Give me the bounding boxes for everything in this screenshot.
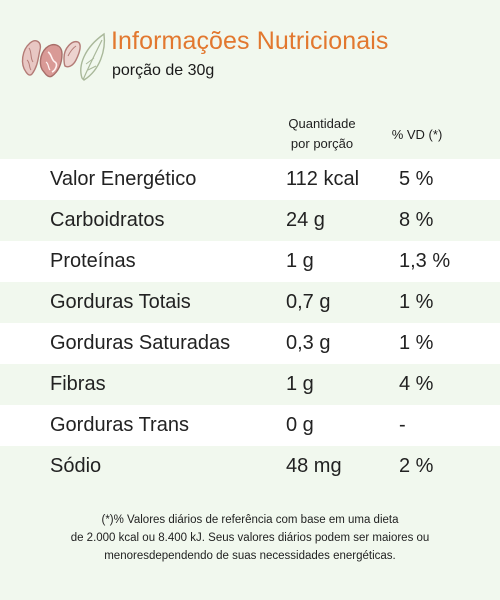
table-row: Sódio 48 mg 2 % <box>0 446 500 487</box>
page-title: Informações Nutricionais <box>111 27 389 55</box>
nutrient-quantity: 0,3 g <box>286 332 331 354</box>
table-row: Carboidratos 24 g 8 % <box>0 200 500 241</box>
table-row: Proteínas 1 g 1,3 % <box>0 241 500 282</box>
footnote: (*)% Valores diários de referência com b… <box>20 511 480 565</box>
table-row: Gorduras Trans 0 g - <box>0 405 500 446</box>
nut-icon <box>21 40 42 76</box>
nutrient-quantity: 24 g <box>286 209 325 231</box>
nutrient-quantity: 1 g <box>286 373 314 395</box>
nutrient-name: Fibras <box>50 373 106 395</box>
column-header-daily-value: % VD (*) <box>391 127 443 142</box>
header: Informações Nutricionais porção de 30g <box>0 0 500 100</box>
nutrient-daily-value: 5 % <box>399 168 434 190</box>
nutrient-daily-value: 1,3 % <box>399 250 451 272</box>
column-header-quantity-line: por porção <box>290 136 354 151</box>
nutrient-daily-value: 8 % <box>399 209 434 231</box>
column-header-quantity: Quantidade por porção <box>276 114 368 154</box>
table-row: Gorduras Totais 0,7 g 1 % <box>0 282 500 323</box>
leaf-icon <box>80 32 106 81</box>
nutrient-name: Sódio <box>50 455 102 477</box>
walnut-icon <box>39 43 63 78</box>
nutrient-daily-value: 2 % <box>399 455 434 477</box>
nutrient-daily-value: 1 % <box>399 332 434 354</box>
nuts-and-leaf-logo <box>21 32 106 81</box>
serving-size: porção de 30g <box>112 62 215 79</box>
nutrient-daily-value: 1 % <box>399 291 434 313</box>
table-row: Fibras 1 g 4 % <box>0 364 500 405</box>
footnote-line: de 2.000 kcal ou 8.400 kJ. Seus valores … <box>70 532 430 544</box>
nutrient-name: Valor Energético <box>50 168 197 190</box>
nutrient-name: Gorduras Totais <box>50 291 191 313</box>
nutrient-quantity: 112 kcal <box>286 168 360 190</box>
nutrient-quantity: 1 g <box>286 250 314 272</box>
table-row: Valor Energético 112 kcal 5 % <box>0 159 500 200</box>
column-header-quantity-line: Quantidade <box>288 116 356 131</box>
almond-icon <box>63 41 81 68</box>
footnote-line: menoresdependendo de suas necessidades e… <box>104 550 396 562</box>
nutrient-quantity: 0 g <box>286 414 314 436</box>
nutrient-daily-value: 4 % <box>399 373 434 395</box>
nutrient-name: Gorduras Trans <box>50 414 189 436</box>
nutrition-table: Valor Energético 112 kcal 5 % Carboidrat… <box>0 159 500 487</box>
footnote-line: (*)% Valores diários de referência com b… <box>101 514 399 526</box>
nutrient-name: Proteínas <box>50 250 136 272</box>
nutrient-name: Carboidratos <box>50 209 165 231</box>
nutrient-name: Gorduras Saturadas <box>50 332 231 354</box>
nutrient-quantity: 0,7 g <box>286 291 331 313</box>
table-row: Gorduras Saturadas 0,3 g 1 % <box>0 323 500 364</box>
nutrient-quantity: 48 mg <box>286 455 342 477</box>
nutrient-daily-value: - <box>399 414 406 436</box>
